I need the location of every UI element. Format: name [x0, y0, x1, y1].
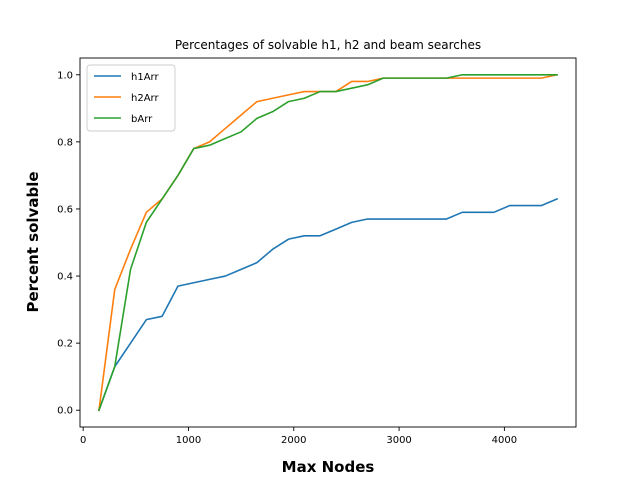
- y-axis-label: Percent solvable: [24, 171, 42, 312]
- x-tick-label: 1000: [176, 435, 201, 446]
- y-tick-label: 0.0: [57, 406, 73, 417]
- legend-label-h2Arr: h2Arr: [131, 93, 159, 104]
- x-tick-label: 2000: [281, 435, 306, 446]
- series-line-bArr: [97, 73, 558, 412]
- y-tick-label: 0.2: [57, 339, 73, 350]
- legend-label-h1Arr: h1Arr: [131, 72, 159, 83]
- y-tick-label: 1.0: [57, 70, 73, 81]
- x-tick-label: 4000: [492, 435, 517, 446]
- plot-frame: [79, 57, 577, 428]
- chart-title: Percentages of solvable h1, h2 and beam …: [175, 38, 481, 52]
- y-tick-label: 0.8: [57, 137, 73, 148]
- x-tick-label: 0: [80, 435, 86, 446]
- plot-area: 0 1000 2000 3000 4000 0.0 0.2 0.4 0.6 0.8 1.0 h1Arr…: [57, 57, 577, 446]
- legend-label-bArr: bArr: [131, 114, 153, 125]
- x-tick-label: 3000: [386, 435, 411, 446]
- legend-box: [86, 64, 176, 132]
- x-axis-label: Max Nodes: [282, 458, 375, 476]
- series-line-h1Arr: [97, 197, 559, 412]
- y-tick-label: 0.6: [57, 204, 73, 215]
- y-tick-label: 0.4: [57, 272, 73, 283]
